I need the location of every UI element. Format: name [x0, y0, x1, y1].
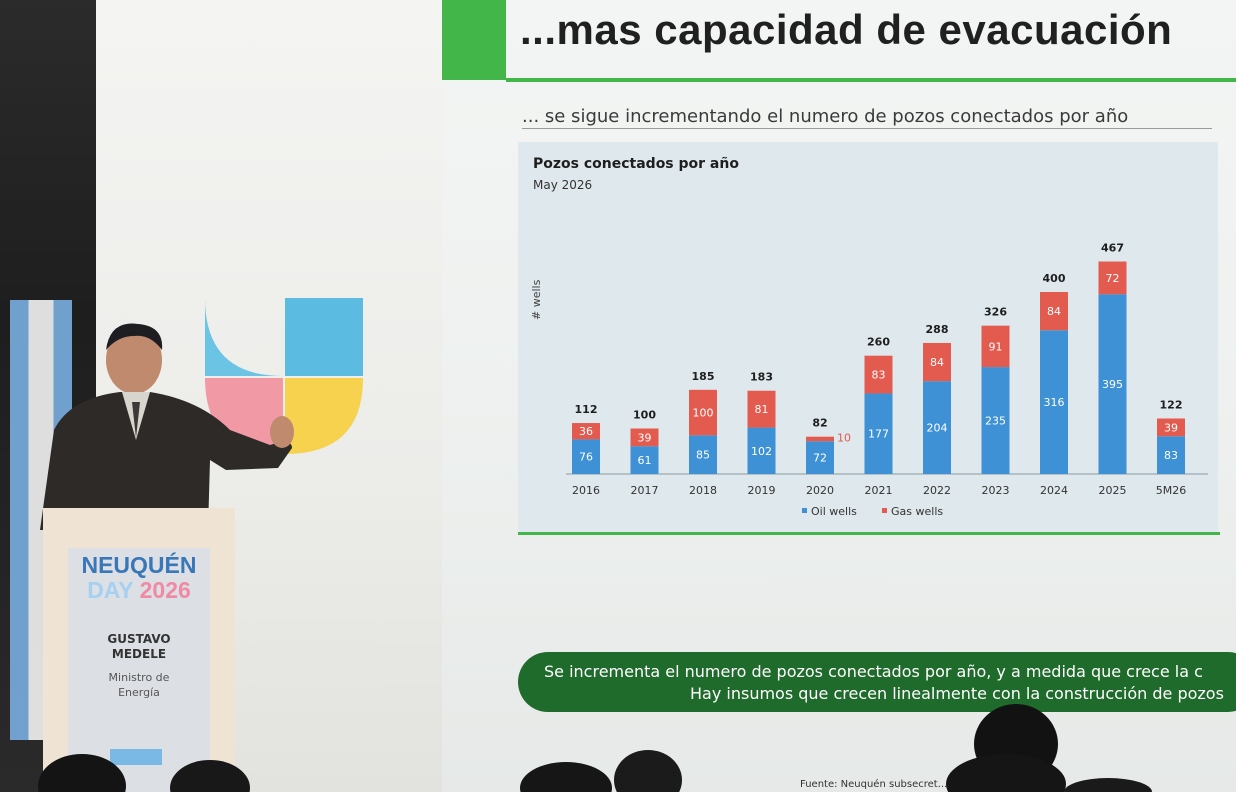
gas-value-label: 84 — [930, 356, 944, 369]
oil-value-label: 76 — [579, 451, 593, 464]
headline-underline — [506, 78, 1236, 82]
x-tick-label: 5M26 — [1156, 484, 1187, 497]
oil-value-label: 102 — [751, 445, 772, 458]
gas-wells-bar — [981, 325, 1010, 368]
oil-wells-bar — [630, 446, 659, 474]
gas-value-label: 39 — [638, 431, 652, 444]
legend-oil-label: Oil wells — [811, 505, 857, 518]
x-tick-label: 2025 — [1099, 484, 1127, 497]
gas-value-label: 81 — [755, 403, 769, 416]
x-tick-label: 2018 — [689, 484, 717, 497]
gas-wells-bar — [630, 428, 659, 447]
slide-subtitle: ... se sigue incrementando el numero de … — [522, 106, 1129, 127]
bar-total-label: 122 — [1160, 398, 1183, 411]
gas-wells-bar — [1040, 292, 1068, 331]
slide-source: Fuente: Neuquén subsecret... — [800, 779, 948, 790]
stacked-bar-chart: 76 36 112 2016 61 39 100 2017 85 100 185 2018 102 81 1… — [566, 242, 1208, 518]
podium-logo-badge — [110, 749, 162, 765]
bar-total-label: 82 — [812, 417, 827, 430]
gas-wells-bar — [689, 389, 717, 436]
oil-value-label: 85 — [696, 449, 710, 462]
legend-gas-swatch — [882, 508, 887, 513]
bar-total-label: 326 — [984, 306, 1007, 319]
chart-bottom-rule — [518, 532, 1220, 535]
bar-total-label: 112 — [575, 403, 598, 416]
oil-value-label: 61 — [638, 454, 652, 467]
slide-headline: ...mas capacidad de evacuación — [520, 6, 1173, 53]
subtitle-divider — [522, 128, 1212, 129]
event-word: DAY — [87, 577, 134, 603]
gas-value-label: 72 — [1106, 272, 1120, 285]
gas-value-label: 91 — [989, 340, 1003, 353]
gas-wells-bar — [806, 436, 834, 442]
bar-total-label: 288 — [926, 323, 949, 336]
x-tick-label: 2019 — [748, 484, 776, 497]
gas-value-label: 84 — [1047, 305, 1061, 318]
neuquen-logo — [205, 298, 363, 454]
chart-title: Pozos conectados por año — [533, 156, 739, 172]
gas-value-label: 10 — [837, 432, 851, 445]
bar-total-label: 183 — [750, 371, 773, 384]
bar-total-label: 185 — [692, 370, 715, 383]
bar-total-label: 100 — [633, 409, 656, 422]
oil-wells-bar — [1040, 330, 1068, 474]
oil-wells-bar — [747, 427, 776, 474]
slide-accent-bar — [442, 0, 506, 80]
x-tick-label: 2021 — [865, 484, 893, 497]
oil-wells-bar — [981, 367, 1010, 474]
speaker-figure — [40, 323, 294, 530]
gas-value-label: 83 — [872, 369, 886, 382]
oil-wells-bar — [1098, 294, 1127, 474]
footer-text-line-1: Se incrementa el numero de pozos conecta… — [544, 662, 1203, 681]
oil-value-label: 177 — [868, 428, 889, 441]
event-name-line-1: NEUQUÉN — [81, 552, 197, 578]
speaker-role-line-2: Energía — [118, 686, 160, 699]
gas-wells-bar — [747, 390, 776, 428]
gas-wells-bar — [572, 423, 600, 440]
oil-wells-bar — [806, 441, 834, 474]
x-tick-label: 2020 — [806, 484, 834, 497]
event-name-line-2: DAY 2026 — [72, 577, 206, 604]
x-tick-label: 2016 — [572, 484, 600, 497]
bar-total-label: 400 — [1043, 272, 1066, 285]
x-tick-label: 2022 — [923, 484, 951, 497]
speaker-first-name: GUSTAVO — [107, 632, 171, 646]
oil-value-label: 235 — [985, 415, 1006, 428]
oil-value-label: 83 — [1164, 449, 1178, 462]
x-tick-label: 2024 — [1040, 484, 1068, 497]
oil-wells-bar — [923, 381, 951, 474]
legend-gas-label: Gas wells — [891, 505, 943, 518]
gas-value-label: 36 — [579, 425, 593, 438]
audience-heads — [38, 704, 1152, 792]
bar-total-label: 467 — [1101, 242, 1124, 255]
oil-value-label: 72 — [813, 452, 827, 465]
oil-wells-bar — [572, 439, 600, 474]
gas-wells-bar — [1157, 418, 1185, 437]
x-tick-label: 2023 — [982, 484, 1010, 497]
oil-value-label: 316 — [1044, 396, 1065, 409]
slide-footer-banner — [518, 652, 1236, 712]
oil-wells-bar — [1157, 436, 1185, 474]
oil-value-label: 395 — [1102, 378, 1123, 391]
gas-value-label: 39 — [1164, 421, 1178, 434]
bar-total-label: 260 — [867, 336, 890, 349]
oil-value-label: 204 — [927, 422, 948, 435]
gas-wells-bar — [923, 342, 951, 382]
oil-wells-bar — [864, 393, 893, 474]
x-tick-label: 2017 — [631, 484, 659, 497]
speaker-last-name: MEDELE — [111, 647, 167, 661]
gas-wells-bar — [864, 355, 893, 394]
chart-subtitle: May 2026 — [533, 178, 593, 192]
footer-text-line-2: Hay insumos que crecen linealmente con l… — [690, 684, 1224, 703]
speaker-role-line-1: Ministro de — [108, 671, 170, 684]
oil-wells-bar — [689, 435, 717, 474]
event-year: 2026 — [139, 577, 191, 603]
gas-wells-bar — [1098, 261, 1127, 295]
gas-value-label: 100 — [693, 407, 714, 420]
legend-oil-swatch — [802, 508, 807, 513]
